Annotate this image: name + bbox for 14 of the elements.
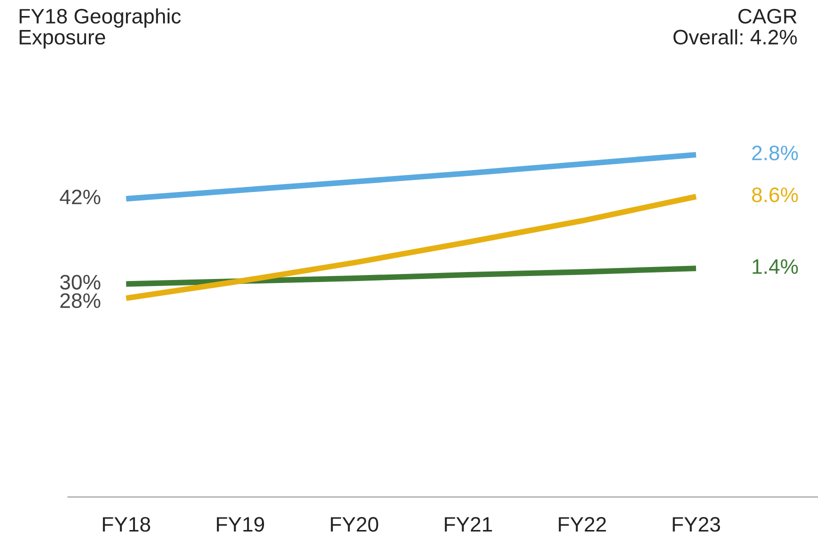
x-tick-label: FY21 xyxy=(444,516,492,532)
data-label: 42% xyxy=(60,190,100,204)
x-tick-label: FY19 xyxy=(216,516,264,532)
chart-title: FY18 Geographic Exposure xyxy=(20,8,181,49)
data-label: 28% xyxy=(60,293,100,308)
text: CAGR Overall: 4.2% xyxy=(673,8,797,45)
data-label: 30% xyxy=(60,274,100,290)
x-tick-label: FY23 xyxy=(672,516,720,532)
x-tick-label: FY18 xyxy=(102,516,150,532)
annotation: 2.8% xyxy=(752,146,798,160)
x-tick-label: FY22 xyxy=(558,516,606,532)
annotation: 1.4% xyxy=(752,259,798,274)
annotation: 8.6% xyxy=(752,187,798,202)
x-tick-label: FY20 xyxy=(330,516,378,532)
